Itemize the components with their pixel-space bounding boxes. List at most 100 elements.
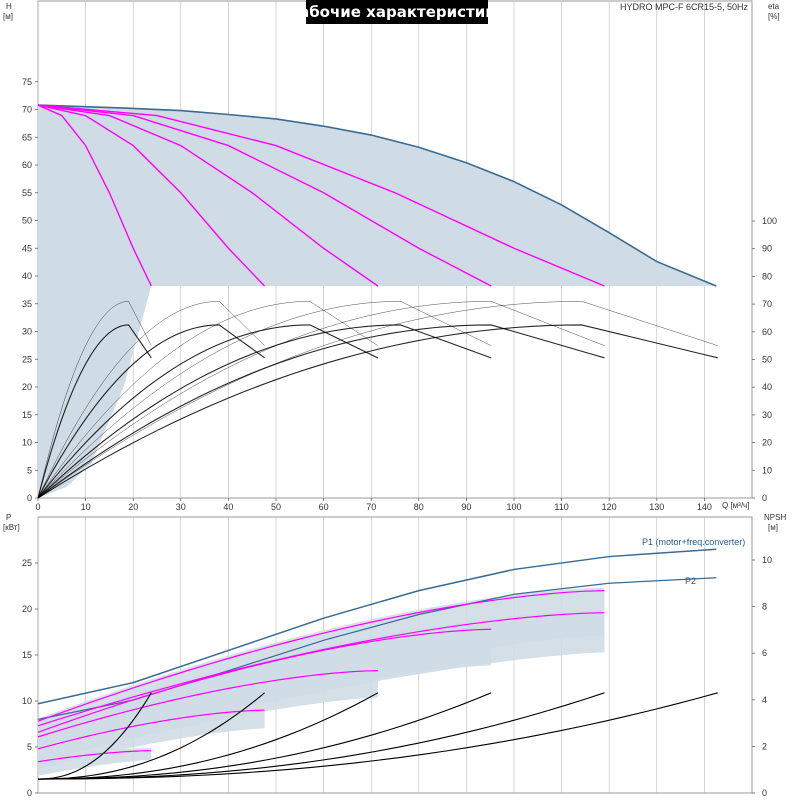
x-tick-label: 80 [414,502,424,512]
head-envelope-area [37,104,717,498]
y-right-tick-label: 2 [762,741,767,751]
head-curve [37,104,605,287]
p1-curve [37,548,717,705]
x-tick-label: 130 [649,502,664,512]
x-tick-label: 120 [602,502,617,512]
npsh-curve [37,692,718,780]
npsh-curve [37,692,379,780]
y-right-tick-label: 50 [762,355,772,365]
y-left-tick-label: 10 [22,696,32,706]
chart-title: Рабочие характеристики [288,3,506,21]
y-right-tick-label: 20 [762,438,772,448]
x-tick-label: 30 [176,502,186,512]
y-left-tick-label: 55 [22,188,32,198]
y-right-tick-label: 8 [762,602,767,612]
head-curve [37,104,492,287]
eta-curve [37,301,152,499]
x-tick-label: 20 [128,502,138,512]
x-tick-label: 140 [697,502,712,512]
npsh-curve [37,692,265,780]
y-left-label-top: H [6,2,12,11]
y-right-tick-label: 40 [762,382,772,392]
y-right-unit-top: [%] [768,12,780,21]
y-left-tick-label: 5 [27,465,32,475]
npsh-curve [37,692,152,780]
y-right-tick-label: 30 [762,410,772,420]
eta-curve [37,324,605,499]
y-left-tick-label: 0 [27,788,32,798]
power-speed-curve [37,750,152,763]
y-left-tick-label: 20 [22,382,32,392]
power-band [38,747,152,776]
y-left-tick-label: 50 [22,216,32,226]
eta-curve [37,301,492,499]
y-left-tick-label: 0 [27,493,32,503]
y-left-tick-label: 30 [22,327,32,337]
eta-curve [37,324,492,499]
y-left-tick-label: 40 [22,271,32,281]
y-left-tick-label: 75 [22,77,32,87]
x-axis-label: Q [м³/ч] [722,501,749,510]
y-right-tick-label: 0 [762,493,767,503]
y-left-tick-label: 25 [22,354,32,364]
y-left-tick-label: 70 [22,105,32,115]
y-left-label-bottom: P [6,513,11,522]
y-left-tick-label: 25 [22,558,32,568]
power-speed-curve [37,612,605,727]
y-left-tick-label: 35 [22,299,32,309]
y-right-tick-label: 6 [762,648,767,658]
x-tick-label: 40 [223,502,233,512]
y-left-tick-label: 15 [22,410,32,420]
eta-curves [37,301,718,499]
y-right-tick-label: 80 [762,271,772,281]
head-curve [37,104,266,287]
power-band [38,707,265,769]
eta-curve [37,324,379,499]
eta-curve [37,301,265,499]
head-curves [37,104,605,287]
p2-series-label: P2 [685,576,696,586]
y-left-tick-label: 60 [22,160,32,170]
power-bands [38,587,605,776]
y-right-tick-label: 70 [762,299,772,309]
y-left-tick-label: 20 [22,604,32,614]
y-left-unit-top: [м] [3,12,13,21]
pump-model-label: HYDRO MPC-F 6CR15-5, 50Hz [620,2,749,12]
power-speed-curve [37,709,265,750]
y-right-tick-label: 60 [762,327,772,337]
y-left-tick-label: 10 [22,438,32,448]
y-right-tick-label: 0 [762,788,767,798]
x-tick-label: 50 [271,502,281,512]
y-right-tick-label: 100 [762,216,777,226]
eta-curve [37,301,379,499]
bottom-axis-ticks: 0 5 10 15 20 25 0 2 4 6 8 10 [22,555,772,798]
x-tick-label: 100 [506,502,521,512]
power-speed-curve [37,670,378,738]
p1-series-label: P1 (motor+freq.converter) [642,537,745,547]
y-right-label-bottom: NPSH [764,513,786,522]
eta-curve [37,301,718,499]
x-tick-label: 0 [35,502,40,512]
y-right-tick-label: 90 [762,244,772,254]
x-tick-label: 90 [461,502,471,512]
y-left-tick-label: 45 [22,243,32,253]
envelope-fill [38,105,717,498]
title-box [306,0,488,24]
y-right-label-top: eta [768,2,780,11]
power-curves [37,548,718,780]
y-right-unit-bottom: [м] [768,523,778,532]
power-speed-curve [37,590,605,722]
x-tick-label: 70 [366,502,376,512]
y-right-tick-label: 10 [762,465,772,475]
head-curve [37,104,152,287]
eta-curve [37,301,605,499]
eta-curve [37,324,152,499]
y-left-tick-label: 65 [22,132,32,142]
y-right-tick-label: 10 [762,555,772,565]
power-band [38,587,605,754]
npsh-curve [37,692,492,780]
top-axis-ticks: 0 5 10 15 20 25 30 35 40 45 50 55 60 65 70 75 0 10 20 30 40 5… [22,77,777,512]
head-envelope-line [37,104,717,287]
bottom-grid [37,516,753,794]
